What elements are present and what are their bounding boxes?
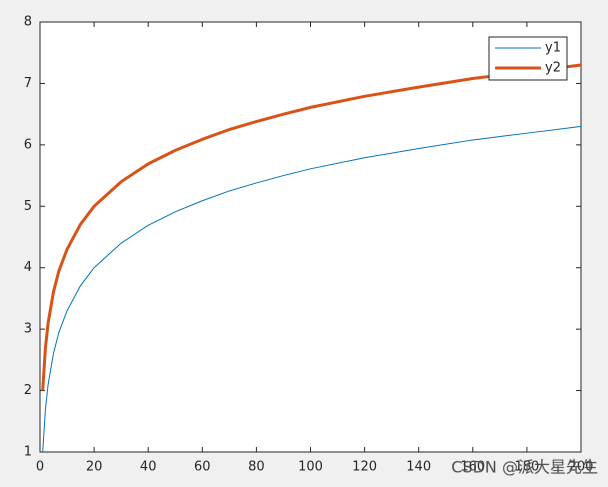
watermark: CSDN @派大星先生 — [451, 458, 598, 477]
x-tick-label: 100 — [298, 460, 323, 475]
y-tick-label: 4 — [24, 260, 32, 275]
y-tick-label: 5 — [24, 199, 32, 214]
y-tick-label: 6 — [24, 137, 32, 152]
y-tick-label: 8 — [24, 15, 32, 30]
line-series — [42, 125, 582, 453]
y-tick-label: 7 — [24, 76, 32, 91]
x-tick-label: 140 — [406, 460, 431, 475]
y-tick-label: 3 — [24, 322, 32, 337]
x-tick-label: 20 — [86, 460, 103, 475]
plot-area — [39, 21, 582, 453]
x-tick-label: 80 — [248, 460, 265, 475]
y-tick-label: 2 — [24, 383, 32, 398]
x-tick-label: 180 — [514, 460, 539, 475]
line-series — [41, 63, 582, 391]
x-tick-label: 60 — [194, 460, 211, 475]
x-tick-label: 200 — [569, 460, 594, 475]
legend-box — [488, 36, 568, 81]
legend-label: y1 — [545, 41, 561, 56]
x-tick-label: 40 — [140, 460, 157, 475]
legend-label: y2 — [545, 61, 561, 76]
x-tick-label: 160 — [460, 460, 485, 475]
x-tick-label: 120 — [352, 460, 377, 475]
y-tick-label: 1 — [24, 445, 32, 460]
x-tick-label: 0 — [36, 460, 44, 475]
